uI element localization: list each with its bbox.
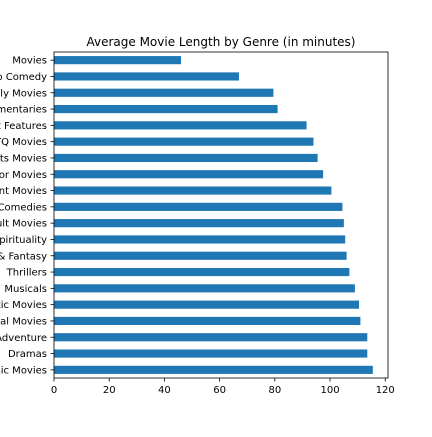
bar xyxy=(54,170,324,179)
bar xyxy=(54,267,350,277)
bar xyxy=(54,56,181,65)
bar xyxy=(54,235,346,244)
y-tick-label: Thrillers xyxy=(6,268,47,279)
y-tick-label: Action & Adventure xyxy=(0,333,47,344)
bar xyxy=(54,104,278,114)
x-tick-label: 0 xyxy=(51,385,57,396)
bar xyxy=(54,153,318,163)
x-tick-label: 20 xyxy=(103,385,116,396)
bars-layer xyxy=(54,56,373,374)
bar xyxy=(54,202,343,211)
bar xyxy=(54,365,373,374)
x-tick-label: 100 xyxy=(320,385,339,396)
bar xyxy=(54,316,361,326)
y-tick-label: Classic Movies xyxy=(0,365,47,376)
y-tick-label: Sci-Fi & Fantasy xyxy=(0,251,47,262)
bar xyxy=(54,88,274,97)
y-tick-label: Faith & Spiritual Entertainment Movies xyxy=(0,186,47,197)
y-tick-label: International Movies xyxy=(0,316,47,327)
y-tick-label: Horror Movies xyxy=(0,170,47,181)
x-tick-label: 120 xyxy=(376,385,395,396)
x-tick-label: 60 xyxy=(213,385,226,396)
chart-title: Average Movie Length by Genre (in minute… xyxy=(86,35,355,49)
bar xyxy=(54,284,355,293)
y-tick-label: Comedies xyxy=(0,202,47,213)
y-tick-label: Documentaries xyxy=(0,105,47,116)
y-tick-label: Faith & Spirituality xyxy=(0,235,47,246)
bar xyxy=(54,349,368,358)
y-tick-label: LGBTQ Movies xyxy=(0,137,47,148)
bar xyxy=(54,219,344,228)
x-tick-label: 80 xyxy=(268,385,281,396)
y-tick-label: Stand-Up Comedy xyxy=(0,72,47,83)
bar xyxy=(54,333,368,342)
bar xyxy=(54,186,332,195)
x-tick-label: 40 xyxy=(158,385,171,396)
y-tick-layer: Movies Stand-Up Comedy Children & Family M… xyxy=(0,56,54,376)
y-tick-label: Independent Features xyxy=(0,121,47,132)
bar xyxy=(54,251,347,260)
y-tick-label: Sports Movies xyxy=(0,153,47,164)
x-tick-layer: 0 20 40 60 80 100 120 xyxy=(51,378,395,396)
y-tick-label: Cult Movies xyxy=(0,219,47,230)
y-tick-label: Romantic Movies xyxy=(0,300,47,311)
y-tick-label: Musicals xyxy=(4,284,47,295)
bar xyxy=(54,121,307,130)
y-tick-label: Dramas xyxy=(8,349,47,360)
bar xyxy=(54,72,239,81)
plot-frame xyxy=(53,51,389,379)
bar xyxy=(54,300,360,309)
y-tick-label: Children & Family Movies xyxy=(0,88,47,99)
y-tick-label: Movies xyxy=(12,56,47,67)
bar xyxy=(54,137,314,146)
